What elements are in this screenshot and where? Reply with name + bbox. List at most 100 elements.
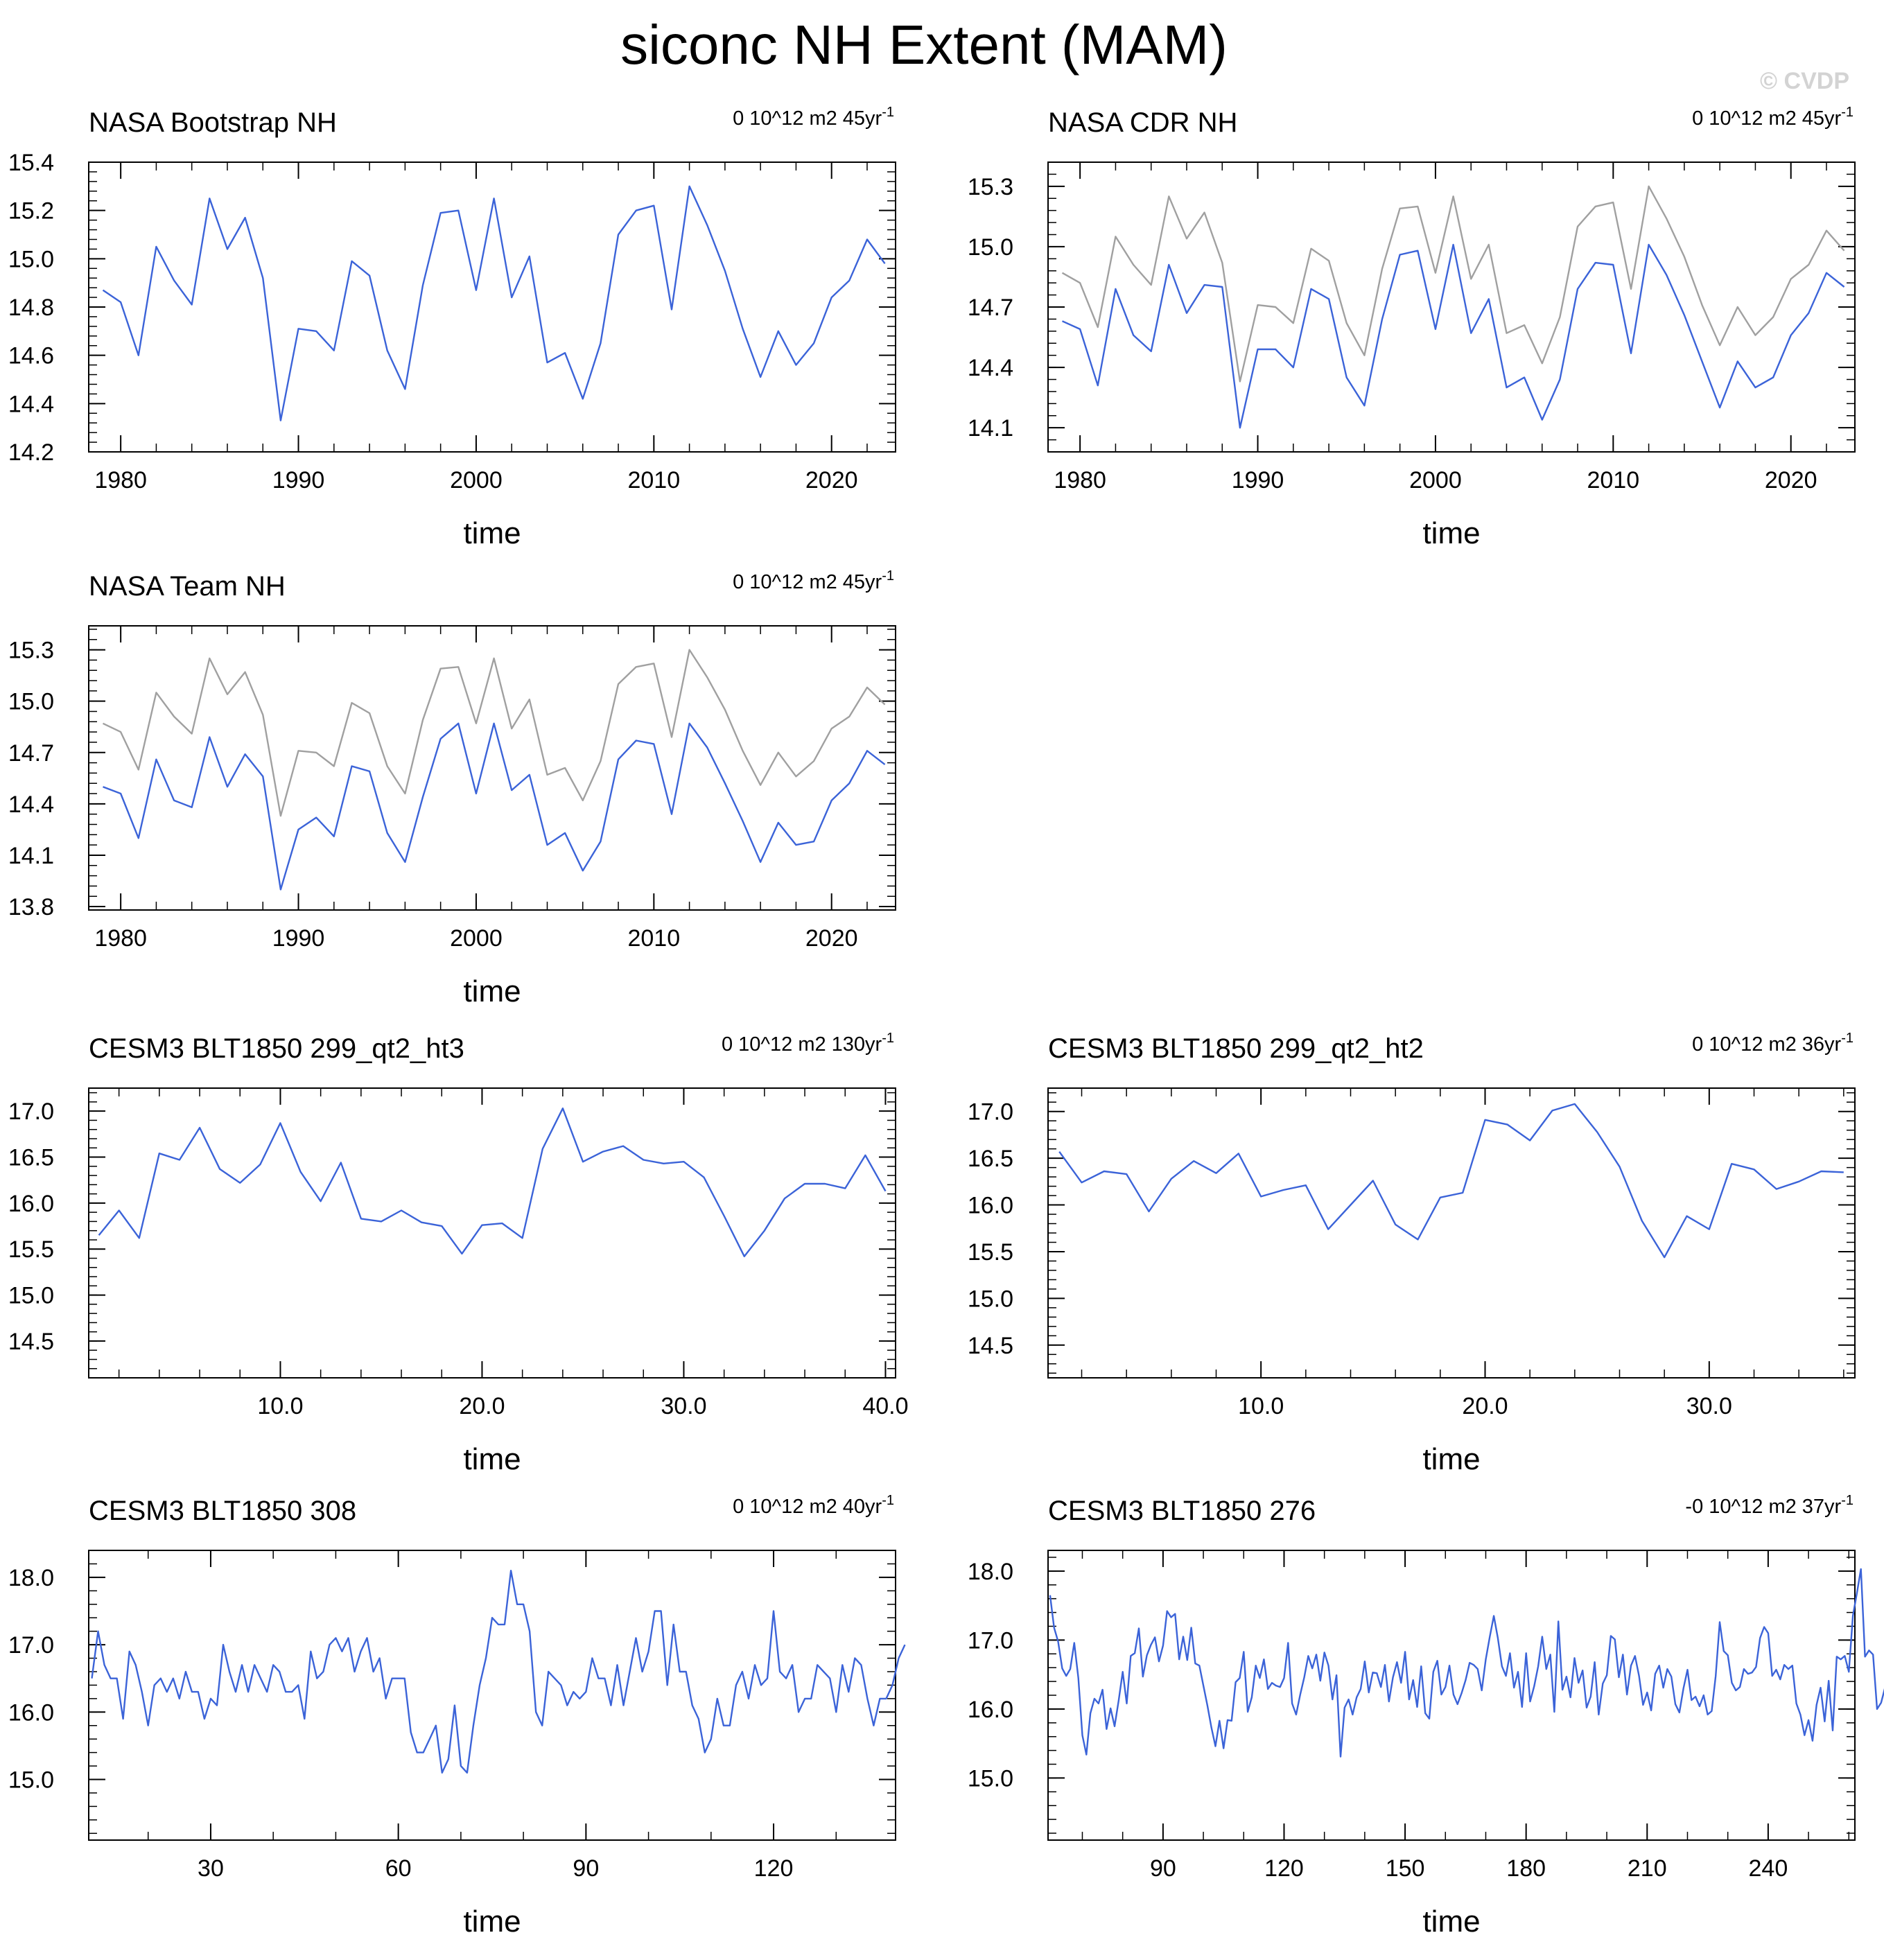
x-tick-label: 60 [385,1855,412,1882]
y-tick-label: 15.0 [968,1765,1013,1792]
series-line [98,1107,887,1258]
panel-p1: NASA Bootstrap NH 0 10^12 m2 45yr-1 1980 19… [8,105,896,550]
y-tick-label: 15.0 [8,1767,54,1794]
panel-p2: NASA CDR NH 0 10^12 m2 45yr-1 1980 1990 2000… [968,105,1856,550]
trend-value: 0 10^12 m2 130yr [722,1033,882,1056]
series-line [1049,1568,1884,1758]
figure-title: siconc NH Extent (MAM) [620,14,1228,76]
y-tick-label: 14.4 [8,391,54,417]
y-tick-label: 13.8 [8,894,54,920]
panel-title: CESM3 BLT1850 299_qt2_ht2 [1048,1033,1424,1064]
y-tick-label: 15.3 [8,638,54,664]
y-tick-label: 14.6 [8,343,54,369]
y-tick-label: 17.0 [968,1627,1013,1654]
trend-unit-exponent: -1 [882,1031,894,1046]
x-tick-label: 90 [573,1855,599,1882]
x-tick-label: 2020 [1765,467,1817,493]
x-axis-label: time [463,1442,521,1476]
y-tick-label: 17.0 [8,1632,54,1659]
x-tick-label: 10.0 [1238,1393,1284,1419]
y-tick-label: 14.4 [8,791,54,818]
y-tick-label: 18.0 [968,1559,1013,1585]
y-tick-label: 16.5 [968,1146,1013,1172]
x-tick-label: 40.0 [862,1393,908,1419]
y-tick-label: 14.5 [8,1329,54,1355]
plot-frame [1047,1087,1856,1379]
x-tick-label: 2010 [627,925,680,952]
trend-unit-exponent: -1 [882,105,894,120]
trend-value: 0 10^12 m2 40yr [733,1496,882,1518]
x-tick-label: 2010 [627,467,680,493]
panel-p4: CESM3 BLT1850 299_qt2_ht3 0 10^12 m2 130y… [8,1031,909,1476]
x-axis-label: time [1422,1905,1480,1939]
x-tick-label: 30 [198,1855,224,1882]
panel-p6: CESM3 BLT1850 308 0 10^12 m2 40yr-1 30 60 90… [8,1493,906,1939]
panel-trend-stat: 0 10^12 m2 45yr-1 [733,105,894,130]
panel-p3: NASA Team NH 0 10^12 m2 45yr-1 1980 1990 200… [8,568,896,1008]
x-tick-label: 1980 [94,925,147,952]
x-tick-label: 1990 [1232,467,1284,493]
panel-trend-stat: 0 10^12 m2 45yr-1 [1692,105,1854,130]
x-tick-label: 150 [1386,1855,1425,1882]
panel-title: CESM3 BLT1850 276 [1048,1496,1316,1526]
panel-title: NASA Bootstrap NH [89,107,337,138]
panel-trend-stat: 0 10^12 m2 130yr-1 [722,1031,894,1056]
x-tick-label: 2000 [450,925,503,952]
y-tick-label: 14.5 [968,1333,1013,1359]
x-axis-label: time [1422,1442,1480,1476]
trend-value: 0 10^12 m2 45yr [733,107,882,130]
y-tick-label: 14.8 [8,295,54,321]
trend-value: 0 10^12 m2 36yr [1692,1033,1841,1056]
y-tick-label: 14.2 [8,439,54,466]
plot-frame [88,1087,896,1379]
y-tick-label: 17.0 [8,1099,54,1125]
x-tick-label: 2000 [1409,467,1462,493]
panel-p5: CESM3 BLT1850 299_qt2_ht2 0 10^12 m2 36yr… [968,1031,1856,1476]
trend-value: 0 10^12 m2 45yr [733,571,882,593]
y-tick-label: 16.0 [968,1193,1013,1219]
x-tick-label: 30.0 [661,1393,706,1419]
y-tick-label: 15.0 [8,246,54,272]
series-line [102,185,886,421]
plot-frame [88,1550,896,1841]
x-axis-label: time [463,516,521,550]
trend-unit-exponent: -1 [882,568,894,584]
y-tick-label: 15.3 [968,174,1013,200]
plot-frame [1047,1550,1856,1841]
y-tick-label: 15.5 [8,1236,54,1263]
x-tick-label: 2010 [1587,467,1639,493]
y-tick-label: 16.0 [8,1699,54,1726]
y-tick-label: 15.4 [8,150,54,176]
x-tick-label: 30.0 [1686,1393,1732,1419]
series-line [1058,1103,1844,1259]
y-tick-label: 14.7 [8,740,54,767]
x-axis-label: time [463,974,521,1008]
x-tick-label: 1990 [272,925,325,952]
x-axis-label: time [463,1905,521,1939]
reference-series-line [1061,185,1845,383]
panel-title: CESM3 BLT1850 308 [89,1496,356,1526]
trend-unit-exponent: -1 [1841,1031,1854,1046]
x-tick-label: 120 [754,1855,794,1882]
y-tick-label: 15.2 [8,198,54,225]
y-tick-label: 15.0 [8,1283,54,1309]
panel-trend-stat: 0 10^12 m2 45yr-1 [733,568,894,593]
y-tick-label: 16.5 [8,1145,54,1171]
x-tick-label: 1980 [1054,467,1106,493]
y-tick-label: 18.0 [8,1565,54,1591]
x-tick-label: 20.0 [459,1393,505,1419]
x-tick-label: 180 [1506,1855,1546,1882]
x-axis-label: time [1422,516,1480,550]
x-tick-label: 1980 [94,467,147,493]
panel-title: NASA Team NH [89,571,286,602]
x-tick-label: 90 [1150,1855,1176,1882]
plot-frame [88,625,896,911]
series-line [103,722,886,891]
y-tick-label: 14.1 [8,843,54,869]
x-tick-label: 2020 [805,467,858,493]
trend-unit-exponent: -1 [1841,105,1854,120]
y-tick-label: 16.0 [968,1697,1013,1723]
y-tick-label: 15.0 [968,1286,1013,1312]
x-tick-label: 2000 [450,467,503,493]
